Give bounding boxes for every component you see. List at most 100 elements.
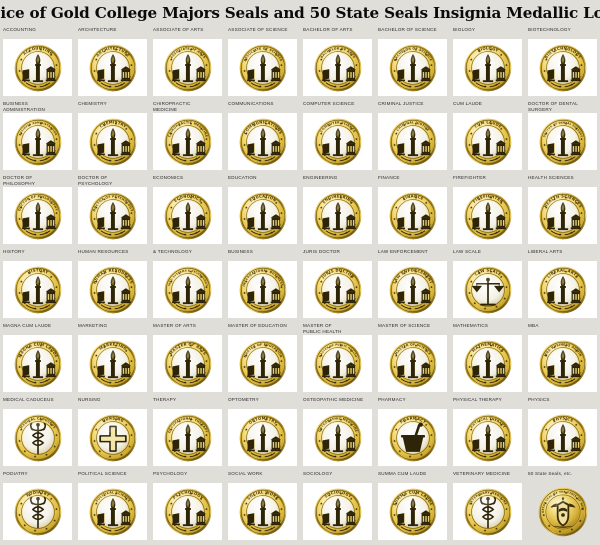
seal-thumbnail[interactable]: BACHELOR OF SCIENCE (378, 39, 447, 96)
seal-thumbnail[interactable]: FIREFIGHTER (453, 187, 522, 244)
seal-cell[interactable]: BIOTECHNOLOGY BIOTECHNOLOGY (525, 26, 600, 100)
seal-thumbnail[interactable]: MARKETING (78, 335, 147, 392)
seal-cell[interactable]: OPTOMETRY OPTOMETRY (225, 396, 300, 470)
seal-cell[interactable]: COMPUTER SCIENCE COMPUTER SCIENCE (300, 100, 375, 174)
seal-cell[interactable]: MASTER OF SCIENCE MASTER OF SCIENCE (375, 322, 450, 396)
seal-cell[interactable]: MBA MBA BUSINESS ADMIN (525, 322, 600, 396)
seal-cell[interactable]: POLITICAL SCIENCE POLITICAL SCIENCE (75, 470, 150, 544)
seal-cell[interactable]: ARCHITECTURE ARCHITECTURE (75, 26, 150, 100)
seal-thumbnail[interactable]: BIOLOGY (453, 39, 522, 96)
seal-thumbnail[interactable]: INFO SYSTEMS & TECHNOLOGY (153, 261, 222, 318)
seal-cell[interactable]: PHYSICS PHYSICS (525, 396, 600, 470)
seal-thumbnail[interactable]: MASTER OF SCIENCE (378, 335, 447, 392)
seal-cell[interactable]: MARKETING MARKETING (75, 322, 150, 396)
seal-thumbnail[interactable]: SUMMA CUM LAUDE (378, 483, 447, 540)
seal-thumbnail[interactable]: POLITICAL SCIENCE (78, 483, 147, 540)
seal-thumbnail[interactable]: BIOTECHNOLOGY (528, 39, 597, 96)
seal-cell[interactable]: HEALTH SCIENCES HEALTH SCIENCES (525, 174, 600, 248)
seal-cell[interactable]: DOCTOR OF DENTAL SURGERY DOCTOR OF DENTA… (525, 100, 600, 174)
seal-thumbnail[interactable]: HUMAN RESOURCES (78, 261, 147, 318)
seal-cell[interactable]: PHYSICAL THERAPY PHYSICAL THERAPY (450, 396, 525, 470)
seal-cell[interactable]: FIREFIGHTER FIREFIGHTER (450, 174, 525, 248)
seal-cell[interactable]: COMMUNICATIONS COMMUNICATIONS (225, 100, 300, 174)
seal-thumbnail[interactable]: MAGNA CUM LAUDE (3, 335, 72, 392)
seal-thumbnail[interactable]: PODIATRY (3, 483, 72, 540)
seal-cell[interactable]: HISTORY HISTORY (0, 248, 75, 322)
seal-cell[interactable]: MATHEMATICS MATHEMATICS (450, 322, 525, 396)
seal-thumbnail[interactable]: MBA BUSINESS ADMIN (528, 335, 597, 392)
seal-cell[interactable]: JURIS DOCTOR JURIS DOCTOR (300, 248, 375, 322)
seal-cell[interactable]: 50 State Seals, etc. THE GREAT SEAL OF T… (525, 470, 600, 544)
seal-thumbnail[interactable]: EDUCATION (228, 187, 297, 244)
seal-cell[interactable]: LAW SCALE LAW SCALE (450, 248, 525, 322)
seal-thumbnail[interactable]: MEDICAL CADUCEUS (3, 409, 72, 466)
seal-thumbnail[interactable]: INTERNATIONAL BUSINESS (228, 261, 297, 318)
seal-cell[interactable]: PHARMACY PHARMACY (375, 396, 450, 470)
seal-cell[interactable]: FINANCE FINANCE (375, 174, 450, 248)
seal-cell[interactable]: NURSING NURSING (75, 396, 150, 470)
seal-thumbnail[interactable]: THE GREAT SEAL OF THE STATE OF NEW YORK (528, 483, 597, 540)
seal-thumbnail[interactable]: MASTER OF ARTS (153, 335, 222, 392)
seal-cell[interactable]: OSTEOPATHIC MEDICINE OSTEOPATHIC MEDICIN… (300, 396, 375, 470)
seal-thumbnail[interactable]: JURIS DOCTOR (303, 261, 372, 318)
seal-thumbnail[interactable]: DOCTOR OF PSYCHOLOGY (78, 187, 147, 244)
seal-thumbnail[interactable]: HISTORY (3, 261, 72, 318)
seal-cell[interactable]: ASSOCIATE OF SCIENCE ASSOCIATE OF SCIENC… (225, 26, 300, 100)
seal-cell[interactable]: BUSINESS ADMINISTRATION BUSINESS ADMINIS… (0, 100, 75, 174)
seal-cell[interactable]: BUSINESS INTERNATIONAL BUSINESS (225, 248, 300, 322)
seal-cell[interactable]: BIOLOGY BIOLOGY (450, 26, 525, 100)
seal-thumbnail[interactable]: LIBERAL ARTS (528, 261, 597, 318)
seal-thumbnail[interactable]: DOCTOR OF DENTAL SURGERY (528, 113, 597, 170)
seal-cell[interactable]: CUM LAUDE CUM LAUDE (450, 100, 525, 174)
seal-thumbnail[interactable]: CUM LAUDE (453, 113, 522, 170)
seal-thumbnail[interactable]: FINANCE (378, 187, 447, 244)
seal-thumbnail[interactable]: ACCOUNTING (3, 39, 72, 96)
seal-cell[interactable]: MASTER OF ARTS MASTER OF ARTS (150, 322, 225, 396)
seal-thumbnail[interactable]: PHYSICS (528, 409, 597, 466)
seal-cell[interactable]: DOCTOR OF PHILOSOPHY DOCTOR OF PHILOSOPH… (0, 174, 75, 248)
seal-thumbnail[interactable]: OSTEOPATHIC MEDICINE (303, 409, 372, 466)
seal-cell[interactable]: BACHELOR OF SCIENCE BACHELOR OF SCIENCE (375, 26, 450, 100)
seal-cell[interactable]: LAW ENFORCEMENT LAW ENFORCEMENT (375, 248, 450, 322)
seal-thumbnail[interactable]: BUSINESS ADMINISTRATION (3, 113, 72, 170)
seal-cell[interactable]: CHIROPRACTIC MEDICINE CHIROPRACTIC MEDIC… (150, 100, 225, 174)
seal-thumbnail[interactable]: BACHELOR OF ARTS (303, 39, 372, 96)
seal-thumbnail[interactable]: COMMUNICATIONS (228, 113, 297, 170)
seal-thumbnail[interactable]: ASSOCIATE OF SCIENCE (228, 39, 297, 96)
seal-thumbnail[interactable]: COMPUTER SCIENCE (303, 113, 372, 170)
seal-thumbnail[interactable]: LAW ENFORCEMENT (378, 261, 447, 318)
seal-cell[interactable]: CRIMINAL JUSTICE CRIMINAL JUSTICE (375, 100, 450, 174)
seal-cell[interactable]: VETERINARY MEDICINE VETERINARY MEDICINE (450, 470, 525, 544)
seal-cell[interactable]: HUMAN RESOURCES HUMAN RESOURCES (75, 248, 150, 322)
seal-cell[interactable]: & TECHNOLOGY INFO SYSTEMS & TECHNOLOGY (150, 248, 225, 322)
seal-thumbnail[interactable]: HEALTH SCIENCES (528, 187, 597, 244)
seal-cell[interactable]: ACCOUNTING ACCOUNTING (0, 26, 75, 100)
seal-thumbnail[interactable]: PSYCHOLOGY (153, 483, 222, 540)
seal-thumbnail[interactable]: CRIMINAL JUSTICE (378, 113, 447, 170)
seal-cell[interactable]: MEDICAL CADUCEUS MEDICAL CADUCEUS (0, 396, 75, 470)
seal-cell[interactable]: ASSOCIATE OF ARTS ASSOCIATE OF ARTS (150, 26, 225, 100)
seal-cell[interactable]: MASTER OF EDUCATION MASTER OF EDUCATION (225, 322, 300, 396)
seal-thumbnail[interactable]: OPTOMETRY (228, 409, 297, 466)
seal-cell[interactable]: ENGINEERING ENGINEERING (300, 174, 375, 248)
seal-cell[interactable]: SOCIOLOGY SOCIOLOGY (300, 470, 375, 544)
seal-thumbnail[interactable]: PHYSICAL THERAPY (453, 409, 522, 466)
seal-thumbnail[interactable]: VETERINARY MEDICINE (453, 483, 522, 540)
seal-thumbnail[interactable]: ARCHITECTURE (78, 39, 147, 96)
seal-thumbnail[interactable]: OCCUPATIONAL THERAPY (153, 409, 222, 466)
seal-thumbnail[interactable]: MASTER OF PUBLIC HEALTH (303, 335, 372, 392)
seal-cell[interactable]: PSYCHOLOGY PSYCHOLOGY (150, 470, 225, 544)
seal-cell[interactable]: THERAPY OCCUPATIONAL THERAPY (150, 396, 225, 470)
seal-thumbnail[interactable]: PHARMACY (378, 409, 447, 466)
seal-thumbnail[interactable]: SOCIAL WORK (228, 483, 297, 540)
seal-cell[interactable]: DOCTOR OF PSYCHOLOGY DOCTOR OF PSYCHOLOG… (75, 174, 150, 248)
seal-thumbnail[interactable]: LAW SCALE (453, 261, 522, 318)
seal-thumbnail[interactable]: CHEMISTRY (78, 113, 147, 170)
seal-cell[interactable]: CHEMISTRY CHEMISTRY (75, 100, 150, 174)
seal-cell[interactable]: MASTER OF PUBLIC HEALTH MASTER OF PUBLIC… (300, 322, 375, 396)
seal-thumbnail[interactable]: MATHEMATICS (453, 335, 522, 392)
seal-thumbnail[interactable]: ASSOCIATE OF ARTS (153, 39, 222, 96)
seal-thumbnail[interactable]: ENGINEERING (303, 187, 372, 244)
seal-thumbnail[interactable]: SOCIOLOGY (303, 483, 372, 540)
seal-thumbnail[interactable]: MASTER OF EDUCATION (228, 335, 297, 392)
